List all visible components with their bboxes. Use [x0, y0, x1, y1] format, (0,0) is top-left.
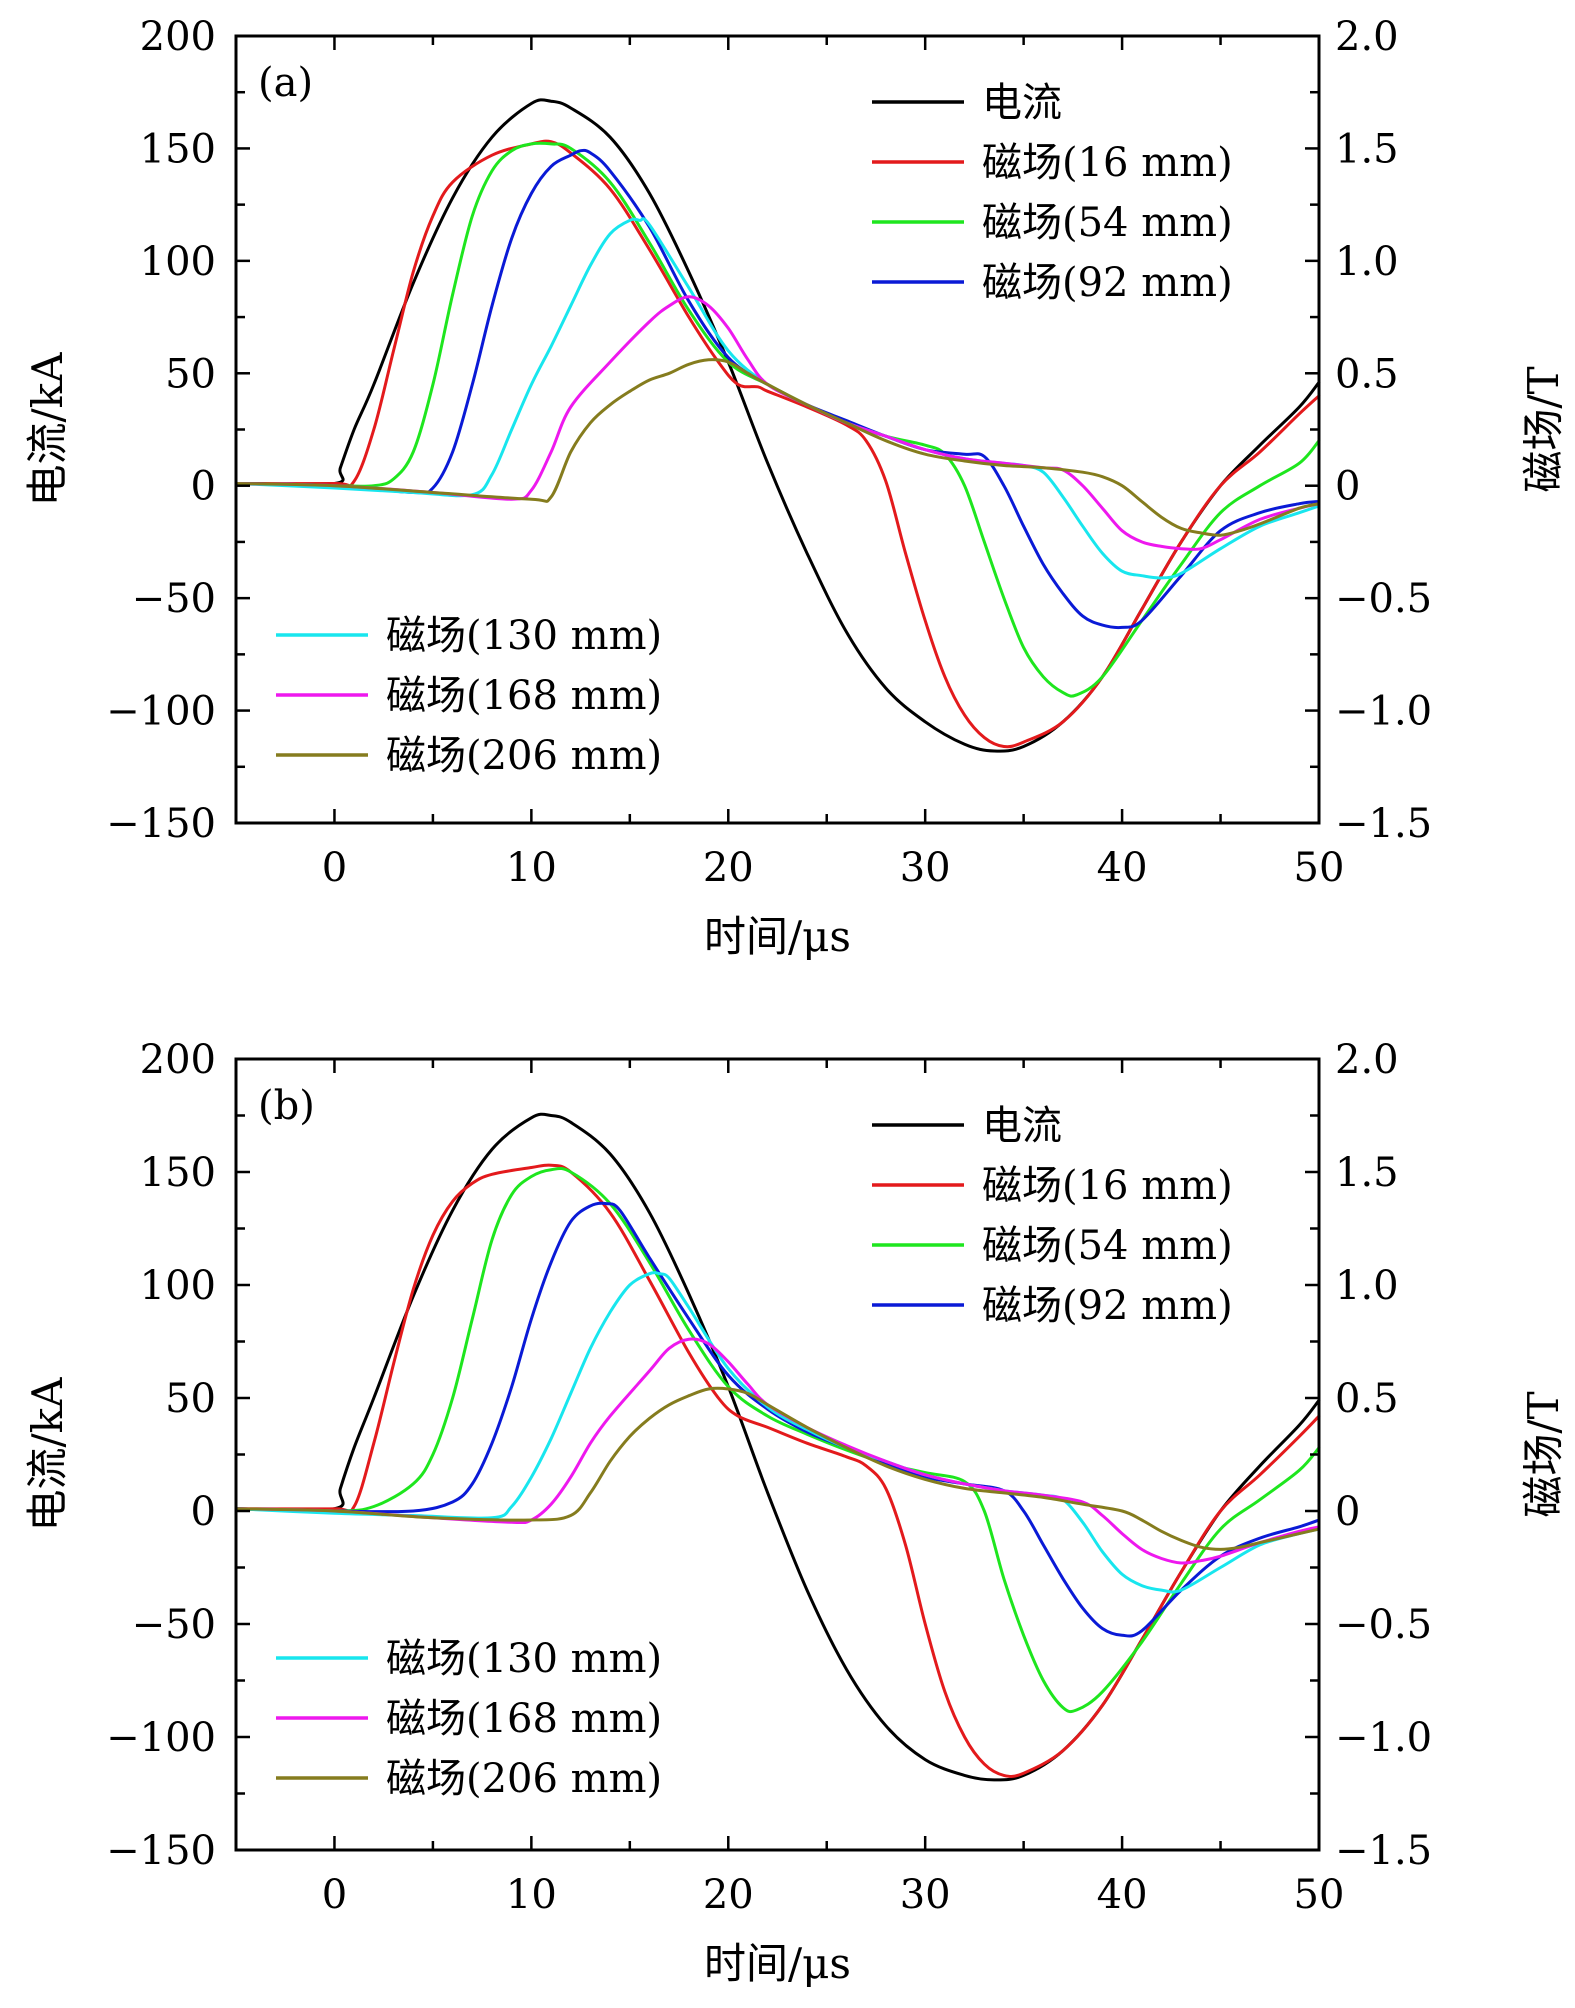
- legend-label: 电流: [982, 80, 1062, 126]
- x-tick-label: 20: [703, 1872, 754, 1918]
- legend-item: 磁场(130 mm): [276, 1636, 662, 1682]
- series-line-field-92mm: [234, 1201, 1321, 1638]
- legend-label: 磁场(16 mm): [982, 140, 1233, 186]
- x-tick-label: 20: [703, 845, 754, 891]
- y-tick-label: 0: [191, 1489, 216, 1535]
- y2-tick-label: 0: [1335, 464, 1360, 510]
- legend-bottom-left: 磁场(130 mm) 磁场(168 mm) 磁场(206 mm): [276, 1636, 662, 1802]
- legend-bottom-left: 磁场(130 mm) 磁场(168 mm) 磁场(206 mm): [276, 613, 662, 779]
- series-line-field-206mm: [234, 1386, 1321, 1551]
- legend-item: 磁场(16 mm): [872, 1163, 1233, 1209]
- y2-tick-label: −0.5: [1335, 1602, 1432, 1648]
- series-line-field-54mm: [234, 1166, 1321, 1714]
- legend-label: 磁场(206 mm): [386, 733, 662, 779]
- y2-tick-label: 1.5: [1335, 126, 1399, 172]
- x-tick-label: 40: [1097, 1872, 1148, 1918]
- series-line-field-130mm: [234, 1271, 1321, 1594]
- x-tick-label: 30: [900, 845, 951, 891]
- y2-tick-label: 0: [1335, 1489, 1360, 1535]
- y2-tick-label: 1.0: [1335, 1263, 1399, 1309]
- y-tick-label: −50: [132, 576, 216, 622]
- y2-tick-label: −1.0: [1335, 1715, 1432, 1761]
- legend-label: 磁场(168 mm): [386, 1696, 662, 1742]
- y2-tick-label: 1.0: [1335, 239, 1399, 285]
- y2-tick-label: 2.0: [1335, 14, 1399, 60]
- legend-item: 磁场(16 mm): [872, 140, 1233, 186]
- y-tick-label: 200: [140, 1037, 216, 1083]
- legend-item: 磁场(168 mm): [276, 1696, 662, 1742]
- panel-label: (b): [258, 1083, 315, 1129]
- y-tick-label: −150: [106, 1828, 216, 1874]
- y2-tick-label: −0.5: [1335, 576, 1432, 622]
- legend-item: 磁场(54 mm): [872, 1223, 1233, 1269]
- x-tick-label: 10: [506, 1872, 557, 1918]
- legend-label: 磁场(206 mm): [386, 1756, 662, 1802]
- x-tick-label: 50: [1294, 1872, 1345, 1918]
- legend-label: 磁场(54 mm): [982, 1223, 1233, 1269]
- legend-label: 磁场(92 mm): [982, 260, 1233, 306]
- x-tick-label: 0: [322, 1872, 347, 1918]
- x-tick-label: 30: [900, 1872, 951, 1918]
- x-tick-label: 0: [322, 845, 347, 891]
- y-tick-label: 0: [191, 464, 216, 510]
- y-tick-label: −150: [106, 801, 216, 847]
- y-axis-title: 电流/kA: [23, 1377, 72, 1532]
- legend-item: 电流: [872, 1103, 1062, 1149]
- y-tick-label: 50: [165, 1376, 216, 1422]
- y-tick-label: −100: [106, 1715, 216, 1761]
- legend-item: 电流: [872, 80, 1062, 126]
- legend-item: 磁场(92 mm): [872, 1283, 1233, 1329]
- legend-item: 磁场(206 mm): [276, 1756, 662, 1802]
- series-line-field-16mm: [234, 1163, 1321, 1778]
- y-tick-label: −50: [132, 1602, 216, 1648]
- legend-label: 磁场(54 mm): [982, 200, 1233, 246]
- x-axis-title: 时间/μs: [704, 1939, 851, 1988]
- y2-axis-title: 磁场/T: [1519, 366, 1568, 492]
- legend-label: 电流: [982, 1103, 1062, 1149]
- y2-tick-label: −1.0: [1335, 689, 1432, 735]
- legend-item: 磁场(168 mm): [276, 673, 662, 719]
- x-tick-label: 10: [506, 845, 557, 891]
- panel-b: 0 10 20 30 40 50 −150 −100 −50 0 50 100 150 200 −1.5 −1…: [23, 1037, 1568, 1988]
- x-tick-label: 40: [1097, 845, 1148, 891]
- y2-tick-label: 2.0: [1335, 1037, 1399, 1083]
- y-tick-label: 100: [140, 239, 216, 285]
- legend-label: 磁场(130 mm): [386, 613, 662, 659]
- panel-a: 0 10 20 30 40 50 −150 −100 −50 0 50 100 150 200 −1.5 −1…: [23, 14, 1568, 961]
- legend-label: 磁场(16 mm): [982, 1163, 1233, 1209]
- y-tick-label: 150: [140, 126, 216, 172]
- y2-tick-label: 1.5: [1335, 1150, 1399, 1196]
- y2-tick-label: −1.5: [1335, 801, 1432, 847]
- x-tick-label: 50: [1294, 845, 1345, 891]
- y2-tick-label: −1.5: [1335, 1828, 1432, 1874]
- series-group: [234, 98, 1321, 753]
- y-tick-label: 150: [140, 1150, 216, 1196]
- legend-item: 磁场(206 mm): [276, 733, 662, 779]
- y-axis-title: 电流/kA: [23, 352, 72, 507]
- y-tick-label: 50: [165, 351, 216, 397]
- y2-axis-title: 磁场/T: [1519, 1391, 1568, 1517]
- legend-item: 磁场(54 mm): [872, 200, 1233, 246]
- panel-label: (a): [258, 60, 313, 106]
- y-tick-label: 200: [140, 14, 216, 60]
- x-axis-title: 时间/μs: [704, 912, 851, 961]
- legend-label: 磁场(130 mm): [386, 1636, 662, 1682]
- legend-label: 磁场(168 mm): [386, 673, 662, 719]
- series-line-field-206mm: [234, 358, 1321, 537]
- y2-tick-label: 0.5: [1335, 1376, 1399, 1422]
- legend-item: 磁场(92 mm): [872, 260, 1233, 306]
- y-tick-label: 100: [140, 1263, 216, 1309]
- legend-label: 磁场(92 mm): [982, 1283, 1233, 1329]
- y-tick-label: −100: [106, 689, 216, 735]
- legend-item: 磁场(130 mm): [276, 613, 662, 659]
- y2-tick-label: 0.5: [1335, 351, 1399, 397]
- series-group: [234, 1112, 1321, 1782]
